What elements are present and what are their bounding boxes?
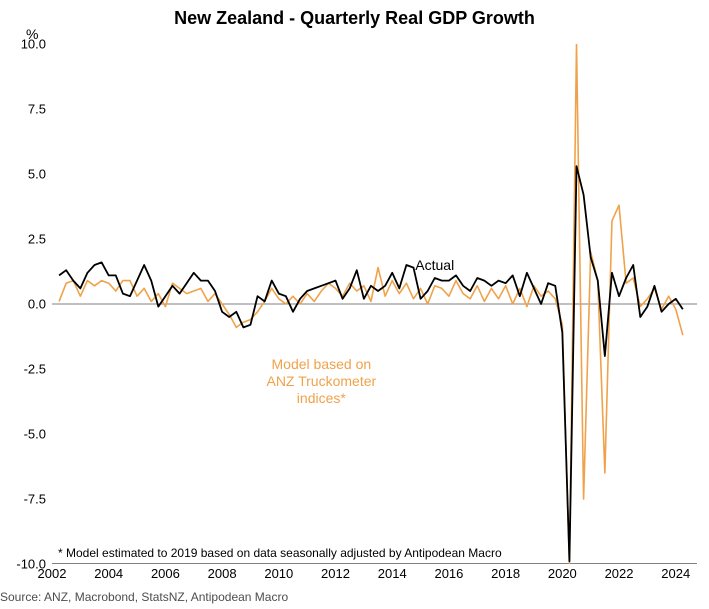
x-tick-label: 2012 xyxy=(321,566,350,581)
plot-area xyxy=(52,44,697,564)
x-tick-label: 2018 xyxy=(491,566,520,581)
y-tick-label: 2.5 xyxy=(2,232,46,247)
x-tick-label: 2006 xyxy=(151,566,180,581)
chart-container: New Zealand - Quarterly Real GDP Growth … xyxy=(0,0,709,609)
x-tick-label: 2002 xyxy=(38,566,67,581)
x-tick-label: 2016 xyxy=(434,566,463,581)
y-tick-label: -5.0 xyxy=(2,427,46,442)
x-tick-label: 2004 xyxy=(94,566,123,581)
x-tick-label: 2020 xyxy=(548,566,577,581)
y-tick-label: 5.0 xyxy=(2,167,46,182)
footnote: * Model estimated to 2019 based on data … xyxy=(58,546,502,560)
series-label: Actual xyxy=(415,257,454,274)
y-tick-label: 10.0 xyxy=(2,37,46,52)
y-tick-label: 0.0 xyxy=(2,297,46,312)
x-tick-label: 2010 xyxy=(264,566,293,581)
y-tick-label: 7.5 xyxy=(2,102,46,117)
x-tick-label: 2014 xyxy=(378,566,407,581)
chart-svg xyxy=(52,44,697,564)
x-tick-label: 2008 xyxy=(208,566,237,581)
source-text: Source: ANZ, Macrobond, StatsNZ, Antipod… xyxy=(0,590,288,604)
chart-title: New Zealand - Quarterly Real GDP Growth xyxy=(0,8,709,29)
y-tick-label: -7.5 xyxy=(2,492,46,507)
x-tick-label: 2022 xyxy=(605,566,634,581)
y-tick-label: -2.5 xyxy=(2,362,46,377)
series-label: Model based onANZ Truckometerindices* xyxy=(266,356,376,406)
x-tick-label: 2024 xyxy=(661,566,690,581)
